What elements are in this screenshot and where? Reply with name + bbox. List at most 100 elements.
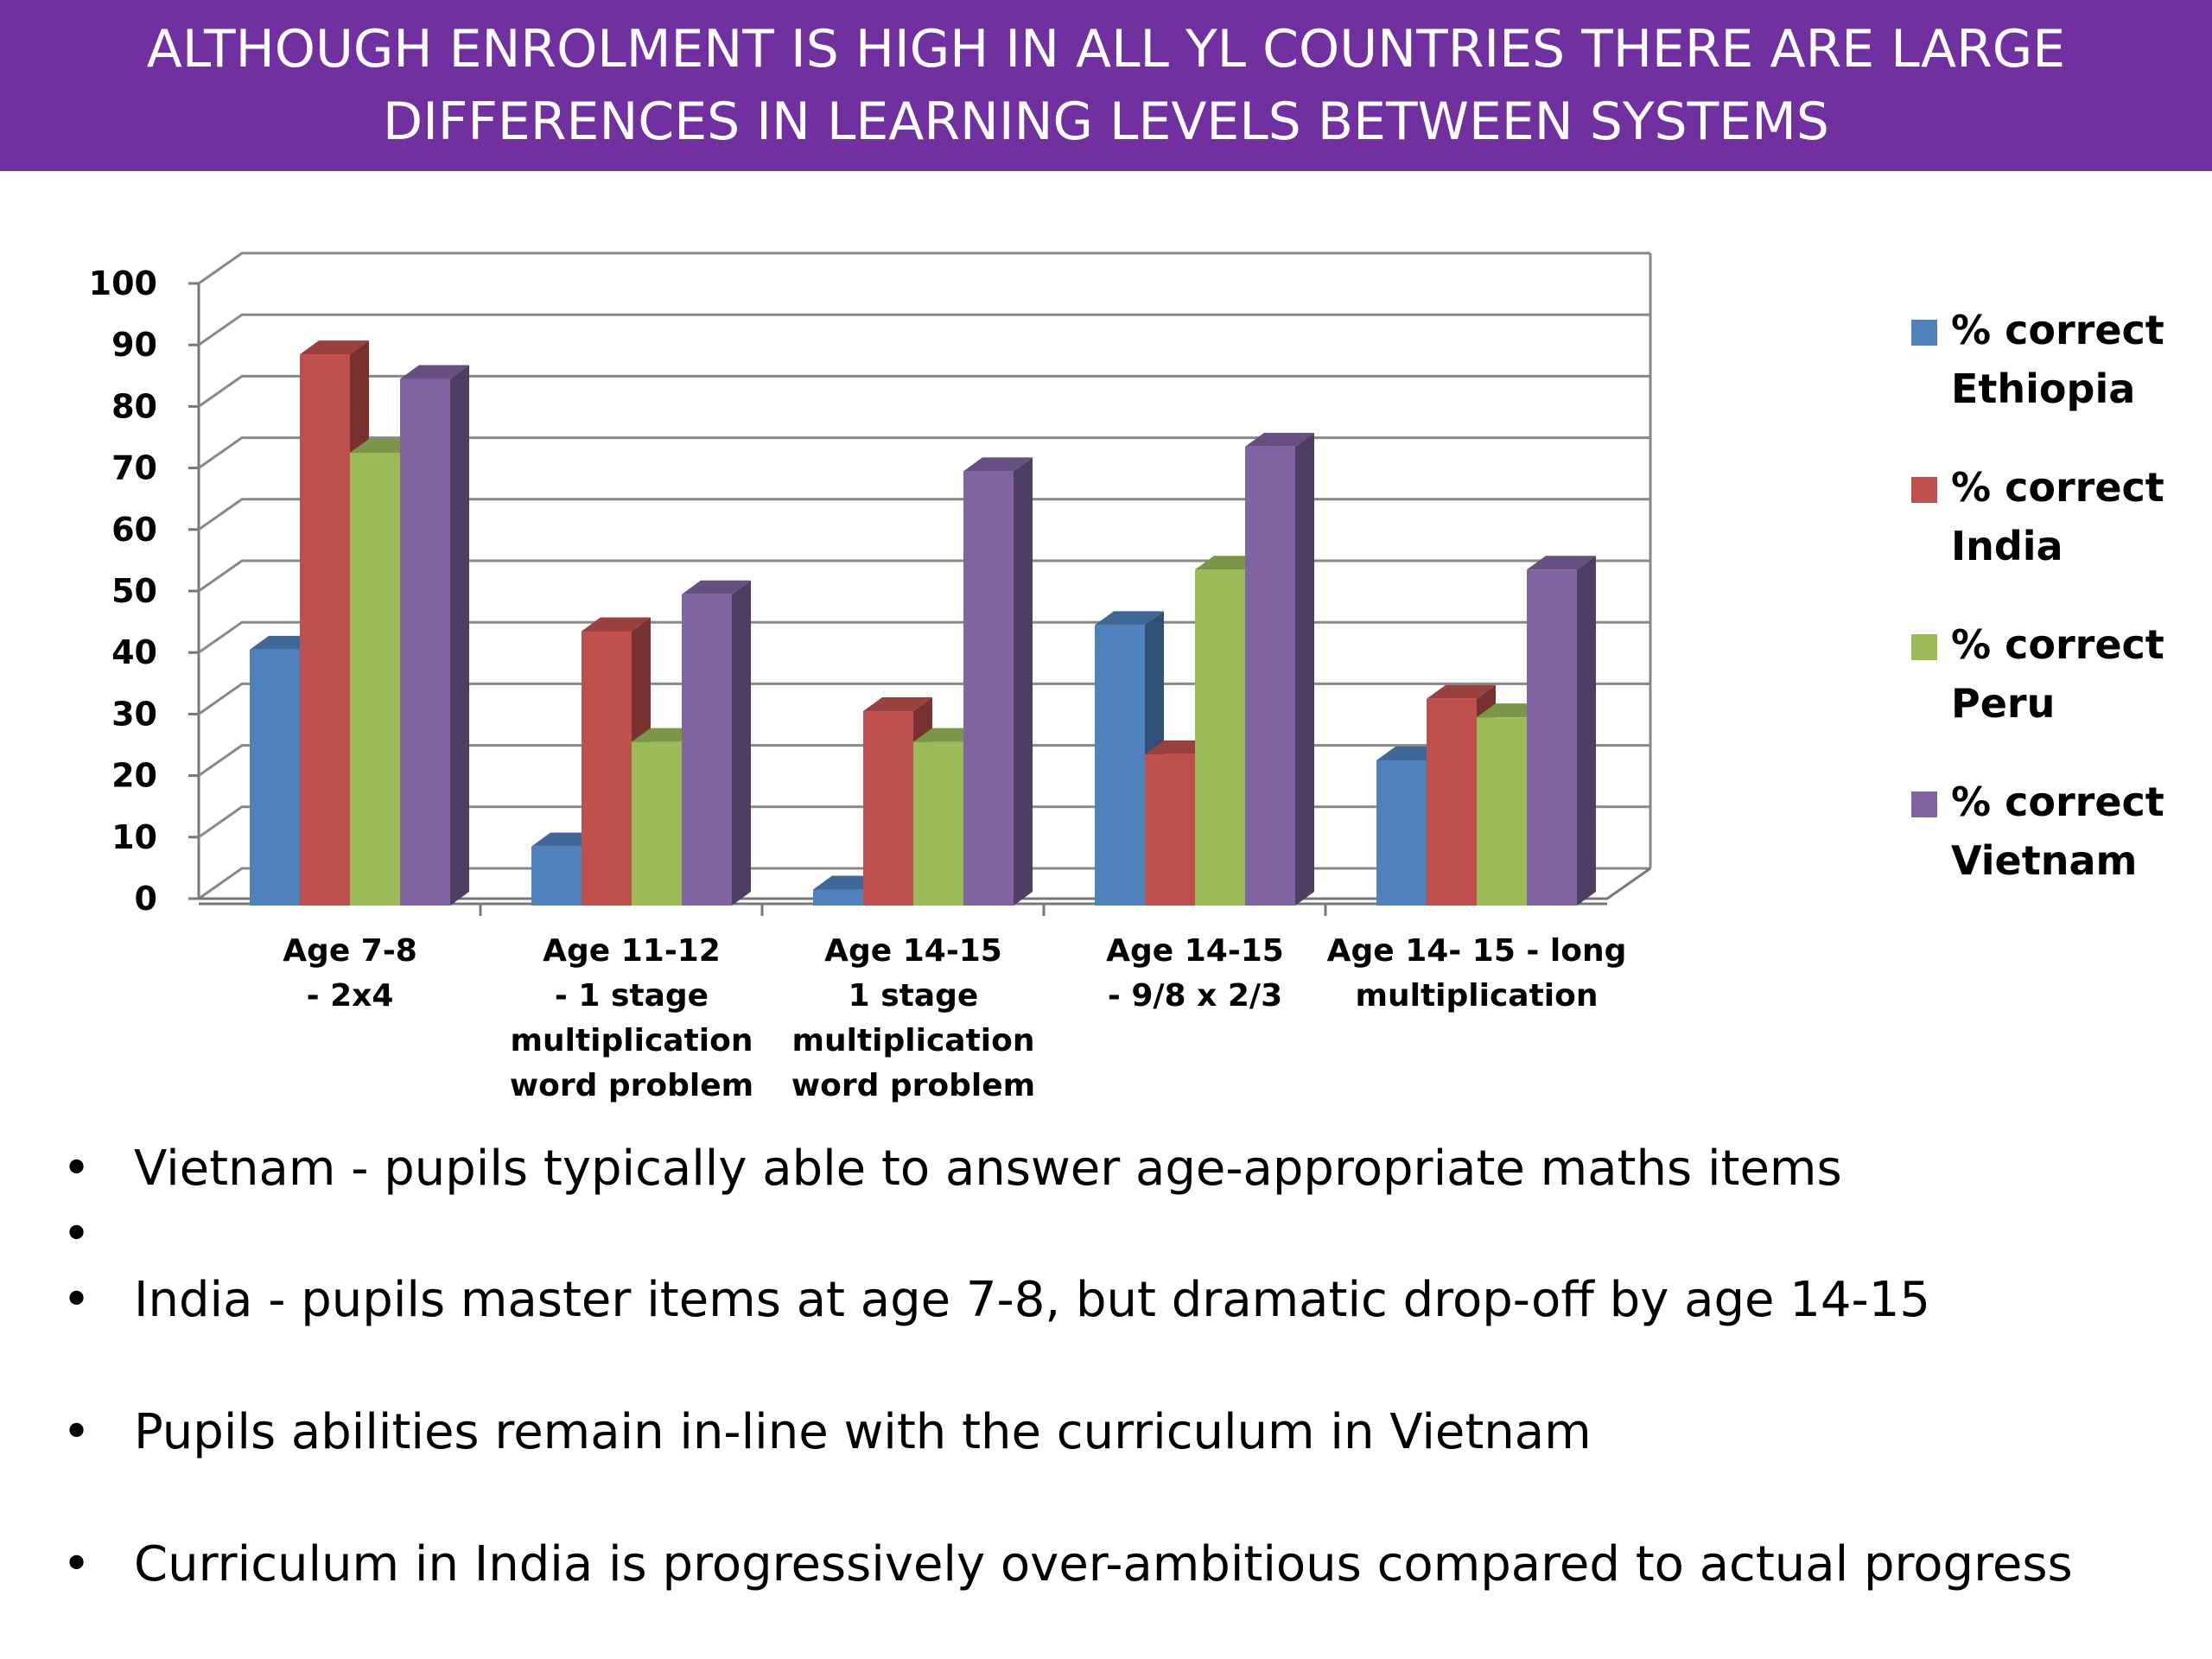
chart-legend: % correct Ethiopia% correct India% correct… [1911,307,2164,884]
bar-chart: 0 10 20 30 40 50 60 70 80 90 100 Age 7-8 - 2x4 Age 11… [89,251,2164,1103]
bullet-item: • Curriculum in India is progressively ov… [0,1536,2212,1605]
bar-side [450,365,469,906]
bar-front [963,471,1014,906]
y-tick-label: 30 [111,695,157,733]
bar-top [863,697,932,712]
bar-front [250,649,300,906]
legend-entry-line: Peru [1951,680,2055,727]
bar-front [582,631,632,906]
y-tick-label: 10 [111,818,157,856]
legend-entry-line: Ethiopia [1951,365,2135,412]
x-category-label-line: multiplication [510,1023,753,1058]
gridline [198,374,1650,408]
bar-front [813,889,863,906]
bar-front [1477,717,1527,906]
bar-side [1014,457,1033,906]
bar-top [300,340,369,355]
x-category-label-line: 1 stage [849,978,979,1014]
gridline [198,498,1650,531]
gridline [198,559,1650,593]
legend-entry: % correct Ethiopia [1951,307,2164,412]
x-category-label: Age 11-12 - 1 stage multiplication word pro… [510,933,753,1103]
x-category-label-line: multiplication [1355,978,1598,1014]
bar-front [1427,698,1477,906]
bar-top [400,365,469,379]
bar-front [632,741,682,906]
gridline [198,620,1650,654]
bar [1527,556,1596,906]
title-line-1: ALTHOUGH ENROLMENT IS HIGH IN ALL YL COU… [146,19,2066,79]
bullet-marker: • [62,1404,92,1460]
x-category-label-line: word problem [791,1068,1035,1103]
x-category-label-line: word problem [510,1068,753,1103]
y-tick-label: 50 [111,572,157,610]
y-tick-label: 20 [111,757,157,795]
x-category-label-line: - 2x4 [307,978,394,1014]
x-category-label-line: Age 11-12 [543,933,721,969]
bullet-item: • [0,1206,2212,1275]
bullet-marker: • [62,1536,92,1592]
legend-swatch [1911,320,1937,346]
bar-top [1527,556,1596,570]
y-tick-label: 0 [135,880,157,918]
bar-front [400,378,450,906]
bar-front [1527,569,1577,906]
x-category-label-line: - 1 stage [555,978,709,1014]
bar-top [963,457,1033,472]
x-category-label-line: - 9/8 x 2/3 [1108,978,1282,1014]
bullet-text: Pupils abilities remain in-line with the… [134,1404,1592,1460]
bullet-text: Vietnam - pupils typically able to answe… [134,1141,1842,1197]
bar-front [682,594,732,906]
bar-front [1095,625,1145,906]
gridline [198,251,1650,285]
x-category-label-line: Age 14- 15 - long [1327,933,1627,969]
bullet-marker: • [62,1141,92,1197]
bar-side [732,580,751,906]
legend-entry: % correct India [1951,464,2164,569]
bar-top [1245,432,1314,447]
legend-entry-line: % correct [1951,464,2164,511]
legend-entry-line: % correct [1951,621,2164,668]
x-category-label: Age 14-15 - 9/8 x 2/3 [1106,933,1284,1014]
legend-swatch [1911,791,1937,817]
bar-front [913,741,963,906]
bar-front [863,711,913,906]
x-category-label-line: multiplication [791,1023,1034,1058]
y-tick-label: 60 [111,511,157,549]
y-tick-label: 90 [111,326,157,364]
legend-swatch [1911,477,1937,503]
chart-grid: 0 10 20 30 40 50 60 70 80 90 100 [89,251,1652,918]
y-tick-label: 80 [111,387,157,425]
x-category-label: Age 7-8 - 2x4 [283,933,417,1014]
x-category-label-line: Age 7-8 [283,933,417,969]
bar-front [1145,753,1195,906]
x-category-label: Age 14-15 1 stage multiplication word probl… [791,933,1035,1103]
title-banner: ALTHOUGH ENROLMENT IS HIGH IN ALL YL COU… [0,0,2212,171]
y-tick-label: 40 [111,633,157,671]
gridline [198,313,1650,346]
bar-top [582,617,651,632]
legend-entry-line: % correct [1951,779,2164,825]
bar-top [1427,684,1496,699]
bar [682,580,751,906]
gridline [198,682,1650,715]
gridline [198,436,1650,469]
bar-top [1095,611,1164,626]
bar-side [1577,556,1596,906]
bar [400,365,469,906]
bullet-marker: • [62,1272,92,1328]
x-category-label: Age 14- 15 - long multiplication [1327,933,1627,1014]
bar-front [1245,446,1295,906]
bar-side [1295,432,1314,906]
bar-front [1195,569,1245,906]
bar-top [682,580,751,594]
chart-bars: Age 7-8 - 2x4 Age 11-12 - 1 stage multiplica… [250,340,1626,1103]
bar-front [531,846,582,906]
bar [1245,432,1314,906]
bullet-text: India - pupils master items at age 7-8, … [134,1272,1930,1328]
legend-swatch [1911,634,1937,660]
y-tick-label: 70 [111,449,157,487]
bullet-item: • Pupils abilities remain in-line with th… [0,1404,2212,1473]
bar [963,457,1033,906]
legend-entry-line: India [1951,523,2063,569]
